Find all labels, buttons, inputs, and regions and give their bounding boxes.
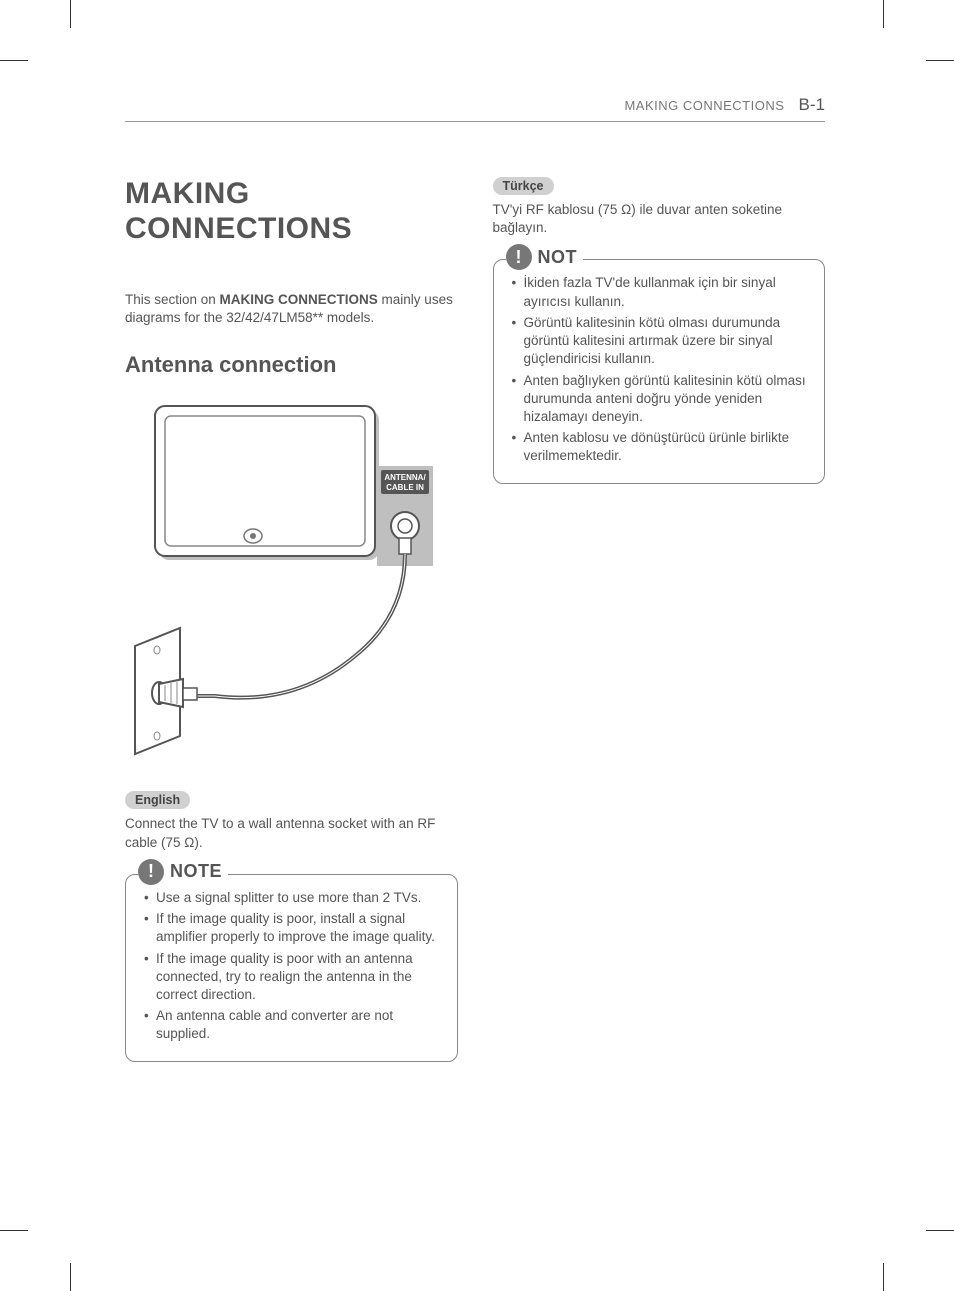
exclamation-icon: ! [506,244,532,270]
port-label-2: CABLE IN [386,483,424,492]
turkish-body: TV'yi RF kablosu (75 Ω) ile duvar anten … [493,201,826,237]
page-header: MAKING CONNECTIONS B-1 [125,95,825,122]
note-item: An antenna cable and converter are not s… [144,1007,443,1043]
note-list-turkish: İkiden fazla TV'de kullanmak için bir si… [512,274,811,465]
crop-mark [883,0,884,28]
note-item: İkiden fazla TV'de kullanmak için bir si… [512,274,811,310]
crop-mark [0,1230,28,1231]
crop-mark [70,1263,71,1291]
intro-text: This section on MAKING CONNECTIONS mainl… [125,291,458,327]
main-title: MAKING CONNECTIONS [125,177,458,246]
section-title: Antenna connection [125,352,458,378]
note-item: If the image quality is poor with an ant… [144,950,443,1005]
note-title: NOT [538,247,578,268]
port-label-1: ANTENNA/ [384,473,426,482]
note-item: Use a signal splitter to use more than 2… [144,889,443,907]
crop-mark [926,60,954,61]
note-item: Anten bağlıyken görüntü kalitesinin kötü… [512,372,811,427]
intro-bold: MAKING CONNECTIONS [220,292,378,307]
page-number: B-1 [799,95,825,114]
intro-pre: This section on [125,292,220,307]
exclamation-icon: ! [138,859,164,885]
note-item: If the image quality is poor, install a … [144,910,443,946]
right-column: Türkçe TV'yi RF kablosu (75 Ω) ile duvar… [493,177,826,1062]
crop-mark [70,0,71,28]
content-columns: MAKING CONNECTIONS This section on MAKIN… [125,177,825,1062]
crop-mark [926,1230,954,1231]
header-section-label: MAKING CONNECTIONS [624,98,784,113]
note-header: ! NOTE [138,859,228,885]
note-header: ! NOT [506,244,584,270]
language-badge-english: English [125,791,190,809]
note-title: NOTE [170,861,222,882]
note-box-turkish: ! NOT İkiden fazla TV'de kullanmak için … [493,259,826,483]
crop-mark [883,1263,884,1291]
language-badge-turkish: Türkçe [493,177,554,195]
left-column: MAKING CONNECTIONS This section on MAKIN… [125,177,458,1062]
page-content: MAKING CONNECTIONS B-1 MAKING CONNECTION… [125,95,825,1062]
note-box-english: ! NOTE Use a signal splitter to use more… [125,874,458,1062]
crop-mark [0,60,28,61]
note-item: Anten kablosu ve dönüştürücü ürünle birl… [512,429,811,465]
antenna-diagram: ANTENNA/ CABLE IN [125,396,435,756]
note-item: Görüntü kalitesinin kötü olması durumund… [512,314,811,369]
english-body: Connect the TV to a wall antenna socket … [125,815,458,851]
note-list-english: Use a signal splitter to use more than 2… [144,889,443,1044]
